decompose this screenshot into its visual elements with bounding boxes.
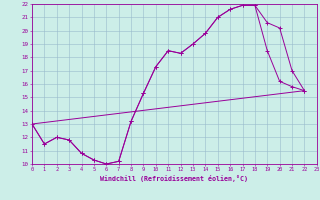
X-axis label: Windchill (Refroidissement éolien,°C): Windchill (Refroidissement éolien,°C) <box>100 175 248 182</box>
